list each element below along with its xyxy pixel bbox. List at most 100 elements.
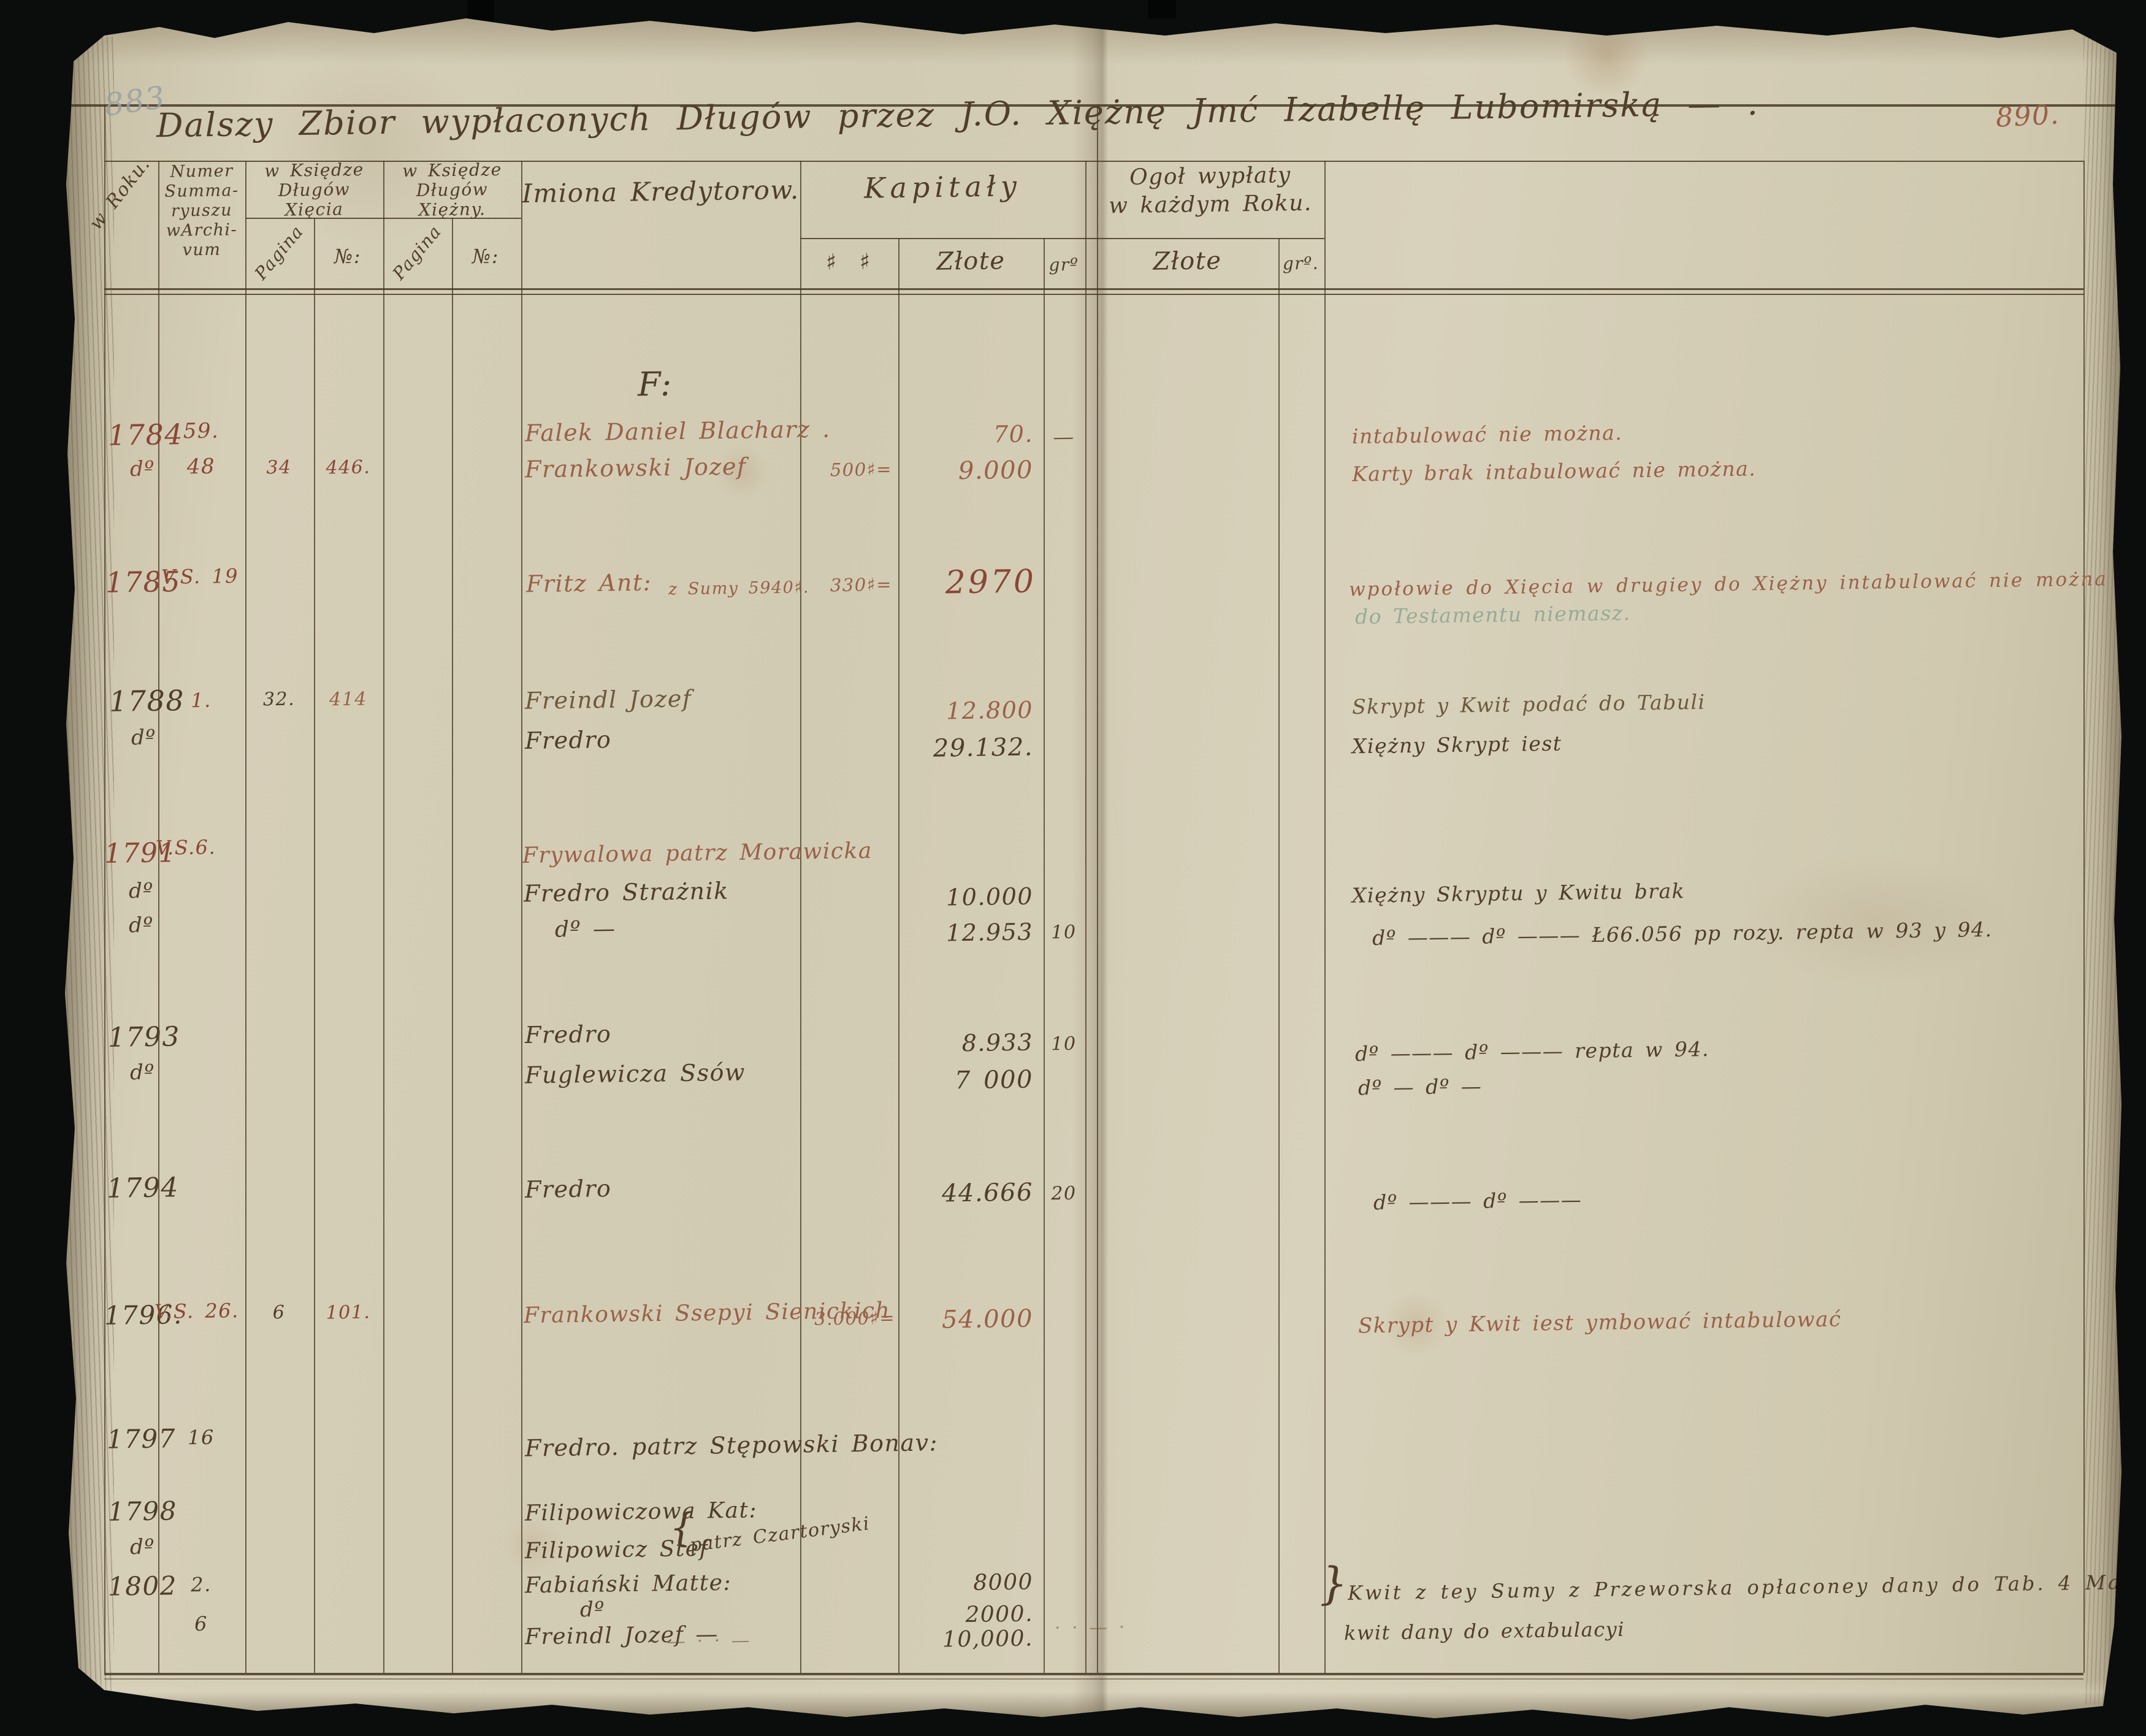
col-header-kapitaly: Kapitały	[863, 169, 1022, 205]
page-stack-edge-right	[2083, 37, 2121, 1705]
archive-number: 6	[194, 1612, 208, 1636]
creditor-annotation: z Sumy 5940♯.	[668, 578, 810, 599]
creditor-name: Fredro. patrz Stępowski Bonav:	[524, 1429, 939, 1462]
col-header-ksiega-xiecia: Długów	[278, 179, 351, 201]
table-rule	[521, 161, 522, 1673]
row-year: 1794	[106, 1172, 180, 1204]
margin-note: Xiężny Skrypt iest	[1351, 731, 1562, 759]
table-rule	[1044, 238, 1045, 1673]
col-header-ogol-wyplaty: w każdym Roku.	[1108, 190, 1313, 219]
creditor-name: Fuglewicza Ssów	[524, 1058, 746, 1089]
amount-zlote: 9.000	[958, 456, 1034, 486]
table-rule	[452, 218, 453, 1673]
archive-number: 48	[186, 454, 216, 480]
amount-zlote: 8.933	[961, 1028, 1034, 1057]
table-rule	[1085, 161, 1086, 1673]
col-header-ksiega-xiezny: Xiężny.	[418, 199, 486, 220]
col-header-ksiega-xiezny: Długów	[416, 179, 489, 201]
col-header-ksiega-xiecia: w Księdze	[264, 159, 364, 182]
amount-gr: 10	[1051, 921, 1077, 944]
amount-zlote: 10,000.	[942, 1626, 1034, 1653]
margin-note: Karty brak intabulować nie można.	[1351, 456, 1757, 486]
creditor-name: Fritz Ant:	[525, 568, 652, 598]
dotted-leader: · · — ·	[1054, 1616, 1126, 1639]
col-header-no-xiezny: №:	[472, 244, 500, 269]
row-year-ditto: dº	[131, 725, 157, 751]
creditor-name-ditto: dº —	[554, 916, 616, 943]
col-header-pagina-xiecia: Pagina	[250, 221, 308, 284]
margin-note: kwit dany do extabulacyi	[1343, 1617, 1625, 1645]
pagina-xiecia-value: 32.	[262, 688, 296, 711]
table-rule	[104, 161, 2083, 162]
row-year-ditto: dº	[128, 912, 155, 938]
col-header-numer: vum	[182, 240, 221, 260]
archive-number: V.S.6.	[155, 835, 216, 860]
amount-zlote: 8000	[973, 1569, 1034, 1596]
creditor-name: Fabiański Matte:	[524, 1570, 732, 1599]
pagina-xiecia-value: 6	[272, 1301, 286, 1324]
table-rule	[104, 288, 2083, 290]
amount-ducats: 3.000♯=	[814, 1307, 896, 1329]
col-header-ogol-wyplaty: Ogoł wypłaty	[1129, 163, 1292, 190]
creditor-name: Falek Daniel Blacharz .	[524, 415, 831, 447]
torn-bottom-edge	[65, 1679, 2118, 1719]
col-header-zlote-ogol: Złote	[1153, 247, 1222, 276]
page-number-right: 890.	[1995, 99, 2061, 134]
col-header-gr-kapitaly: grº	[1048, 254, 1079, 275]
table-rule	[314, 218, 315, 1673]
col-header-imiona-kredytorow: Imiona Kredytorow.	[522, 174, 800, 209]
col-header-ksiega-xiezny: w Księdze	[402, 159, 502, 182]
table-rule	[800, 161, 801, 1673]
margin-note: dº ——— dº ——— Ł66.056 pp rozy. repta w 9…	[1372, 917, 1993, 950]
book-clamp-right	[1148, 0, 1176, 18]
col-header-numer: wArchi-	[166, 220, 238, 240]
torn-top-edge	[65, 18, 2121, 65]
creditor-name: Fredro Strażnik	[523, 877, 730, 908]
amount-gr: 10	[1051, 1033, 1077, 1055]
margin-note: dº ——— dº ——— repta w 94.	[1354, 1036, 1710, 1066]
table-rule	[71, 104, 2121, 107]
creditor-name: Fredro	[524, 1175, 612, 1203]
margin-note: dº ——— dº ———	[1373, 1187, 1583, 1215]
amount-zlote: 12.953	[945, 918, 1034, 947]
amount-zlote: 12.800	[945, 696, 1034, 725]
creditor-name: Frankowski Jozef	[524, 453, 747, 483]
table-rule	[1278, 238, 1280, 1673]
amount-gr: 20	[1051, 1182, 1077, 1205]
creditor-name: Frywalowa patrz Morawicka	[522, 838, 873, 868]
amount-zlote: 7 000	[954, 1065, 1034, 1095]
col-header-ksiega-xiecia: Xięcia	[284, 199, 344, 220]
margin-note: intabulować nie można.	[1351, 420, 1623, 449]
margin-note-green: do Testamentu niemasz.	[1354, 600, 1631, 629]
page-title: Dalszy Zbior wypłaconych Długów przez J.…	[156, 83, 1760, 145]
table-rule	[1097, 104, 1098, 1673]
table-rule	[104, 1673, 2083, 1675]
row-year-ditto: dº	[129, 1534, 156, 1560]
row-year: 1798	[107, 1496, 178, 1527]
col-header-numer: ryuszu	[170, 201, 233, 221]
amount-gr: —	[1052, 424, 1075, 450]
amount-zlote: 54.000	[941, 1304, 1034, 1334]
creditor-name: Filipowiczowa Kat:	[524, 1497, 758, 1526]
no-xiecia-value: 101.	[326, 1301, 371, 1324]
dotted-leader: · — · · —	[649, 1629, 751, 1653]
amount-zlote: 2970	[945, 563, 1037, 602]
col-header-no-xiecia: №:	[334, 244, 362, 269]
table-rule	[1324, 161, 1326, 1673]
col-header-numer: Numer	[170, 161, 234, 182]
table-rule	[245, 161, 246, 1673]
col-header-pagina-xiezny: Pagina	[388, 221, 446, 284]
creditor-name: Fredro	[524, 1020, 612, 1049]
archive-number: 16	[187, 1425, 215, 1450]
creditor-name-ditto: dº	[579, 1597, 606, 1623]
row-year: 1793	[107, 1021, 181, 1053]
table-rule	[104, 294, 2083, 295]
table-rule	[383, 161, 384, 1673]
row-year-ditto: dº	[129, 456, 156, 482]
col-header-zlote-kapitaly: Złote	[936, 247, 1006, 276]
margin-note: wpołowie do Xięcia w drugiey do Xiężny i…	[1348, 568, 2109, 601]
amount-ducats: 500♯=	[830, 458, 893, 481]
no-xiecia-value: 414	[329, 688, 368, 711]
row-year-ditto: dº	[128, 878, 155, 904]
